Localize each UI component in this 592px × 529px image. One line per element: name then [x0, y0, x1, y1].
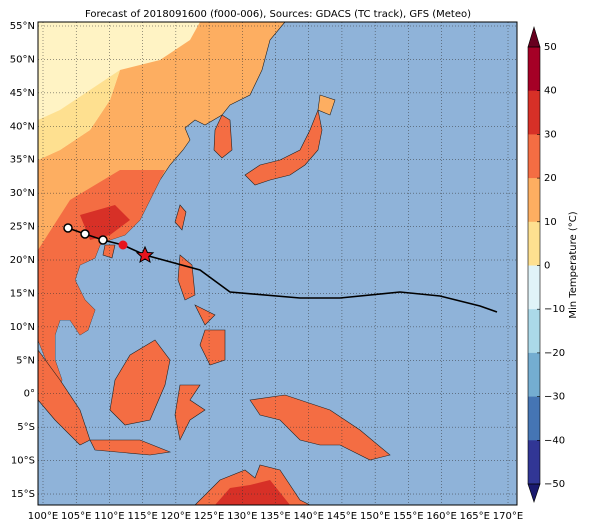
colorbar-band: [528, 440, 540, 485]
taiwan: [174, 204, 187, 231]
map-area: [37, 21, 518, 506]
current-point: [118, 240, 128, 250]
colorbar-tick-label: 0: [544, 261, 550, 272]
lat-label: 20°N: [10, 255, 35, 266]
lon-label: 135°E: [260, 511, 290, 522]
lon-label: 100°E: [28, 511, 58, 522]
lon-label: 150°E: [360, 511, 390, 522]
australia-hot: [215, 480, 290, 505]
lat-label: 35°N: [10, 155, 35, 166]
hainan: [102, 244, 116, 259]
lon-label: 120°E: [161, 511, 191, 522]
new-guinea: [249, 394, 391, 461]
lat-label: 15°S: [11, 489, 35, 500]
map-title: Forecast of 2018091600 (f000-006), Sourc…: [85, 9, 471, 20]
sulawesi: [174, 384, 206, 441]
java: [89, 439, 172, 456]
colorbar-tick-label: 50: [544, 42, 557, 53]
colorbar-label: Min Temperature (°C): [568, 211, 579, 318]
colorbar-band: [528, 90, 540, 135]
borneo: [109, 339, 171, 426]
lon-label: 155°E: [393, 511, 423, 522]
colorbar-band: [528, 396, 540, 441]
colorbar-tick-label: 40: [544, 86, 557, 97]
colorbar: 50 40 30 20 10 0 −10 −20 −30 −40 −50: [527, 25, 565, 503]
colorbar-tick-label: −30: [544, 392, 565, 403]
lon-label: 170°E: [493, 511, 523, 522]
colorbar-tick-label: −40: [544, 435, 565, 446]
colorbar-band: [528, 178, 540, 223]
lat-label: 50°N: [10, 54, 35, 65]
colorbar-band: [528, 134, 540, 179]
lat-label: 55°N: [10, 21, 35, 32]
colorbar-band: [528, 221, 540, 266]
track-point: [63, 223, 73, 233]
korea: [213, 114, 233, 159]
colorbar-tick-label: 10: [544, 217, 557, 228]
lon-label: 130°E: [227, 511, 257, 522]
hokkaido: [317, 94, 336, 116]
lon-label: 125°E: [194, 511, 224, 522]
colorbar-tick-label: 20: [544, 173, 557, 184]
lat-label: 5°N: [16, 355, 35, 366]
cool-region: [38, 70, 120, 160]
colorbar-band: [528, 265, 540, 310]
lat-label: 5°S: [17, 422, 35, 433]
sumatra: [37, 349, 91, 446]
colorbar-tick-label: −20: [544, 348, 565, 359]
lon-label: 105°E: [61, 511, 91, 522]
lat-label: 10°N: [10, 322, 35, 333]
lon-label: 165°E: [460, 511, 490, 522]
colorbar-band: [528, 47, 540, 92]
lat-label: 40°N: [10, 121, 35, 132]
colorbar-tick-label: −10: [544, 304, 565, 315]
colorbar-band: [528, 309, 540, 354]
cyclone-star: [135, 245, 155, 264]
visayas: [194, 304, 216, 326]
track-point: [80, 229, 90, 239]
track-point: [98, 235, 108, 245]
colorbar-band: [528, 352, 540, 398]
colorbar-tick-label: −50: [544, 479, 565, 490]
lat-label: 10°S: [11, 456, 35, 467]
luzon: [177, 254, 196, 301]
lat-label: 30°N: [10, 188, 35, 199]
japan: [244, 108, 323, 186]
colorbar-tick-label: 30: [544, 129, 557, 140]
lon-label: 160°E: [426, 511, 456, 522]
lon-label: 145°E: [327, 511, 357, 522]
colorbar-extend-bottom: [527, 483, 541, 503]
lat-label: 45°N: [10, 88, 35, 99]
colorbar-extend-top: [527, 25, 541, 48]
hot-region: [80, 205, 130, 240]
lon-label: 140°E: [294, 511, 324, 522]
lon-label: 115°E: [127, 511, 157, 522]
map-frame: [37, 21, 518, 506]
mindanao: [199, 329, 226, 366]
graticule: [38, 22, 517, 505]
lat-label: 0°: [24, 389, 35, 400]
lat-label: 25°N: [10, 222, 35, 233]
lat-label: 15°N: [10, 288, 35, 299]
lon-label: 110°E: [94, 511, 124, 522]
